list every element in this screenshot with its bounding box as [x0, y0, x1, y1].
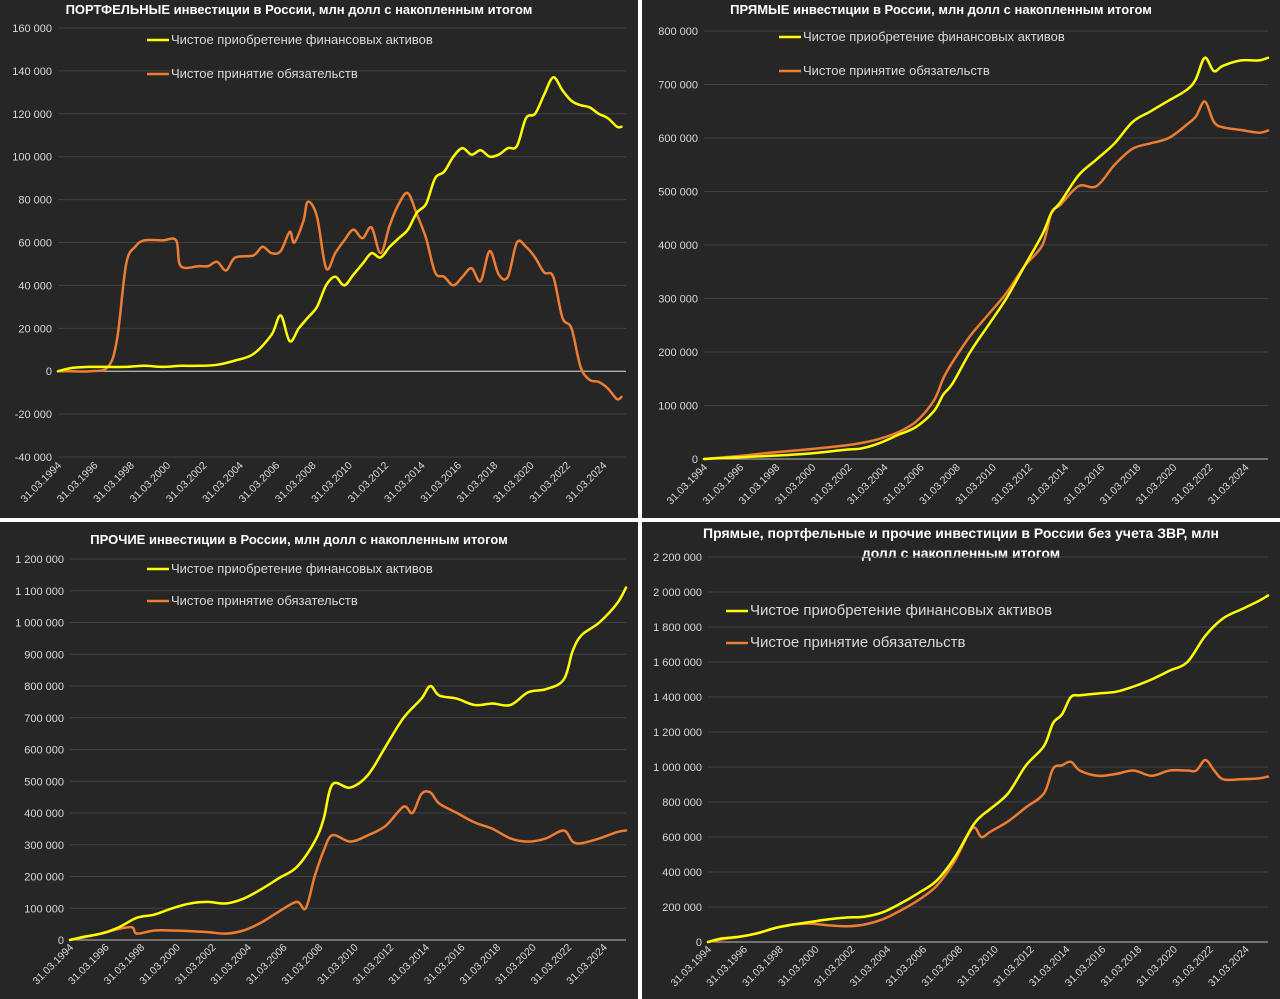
y-tick-label: 1 600 000 — [653, 657, 702, 669]
y-tick-label: 140 000 — [12, 66, 52, 78]
y-tick-label: 800 000 — [24, 681, 64, 693]
legend-label: Чистое принятие обязательств — [750, 634, 966, 651]
y-tick-label: 0 — [692, 454, 698, 466]
legend-label: Чистое принятие обязательств — [803, 63, 990, 78]
series-line-assets — [702, 56, 1270, 461]
y-tick-label: 600 000 — [662, 832, 702, 844]
y-tick-label: 1 000 000 — [653, 762, 702, 774]
y-tick-label: 40 000 — [18, 280, 52, 292]
chart-total: Прямые, портфельные и прочие инвестиции … — [642, 522, 1280, 999]
chart-title: ПОРТФЕЛЬНЫЕ инвестиции в России, млн дол… — [65, 2, 533, 17]
y-tick-label: 600 000 — [658, 133, 698, 145]
y-tick-label: 1 100 000 — [15, 586, 64, 598]
y-tick-label: 600 000 — [24, 745, 64, 757]
y-tick-label: 0 — [58, 935, 64, 947]
series-line-assets — [68, 586, 628, 942]
y-tick-label: 700 000 — [24, 713, 64, 725]
series-line-liabilities — [702, 100, 1270, 461]
chart-plot: -40 000 -20 000 0 20 000 40 000 60 000 80 000 1… — [12, 23, 626, 505]
y-tick-label: 1 200 000 — [653, 727, 702, 739]
legend-label: Чистое приобретение финансовых активов — [171, 32, 433, 47]
chart-plot: 0 100 000 200 000 300 000 400 000 500 000 600 … — [658, 26, 1270, 507]
legend-label: Чистое приобретение финансовых активов — [803, 29, 1065, 44]
chart-title: ПРЯМЫЕ инвестиции в России, млн долл с н… — [730, 2, 1152, 17]
series-line-liabilities — [706, 758, 1270, 944]
chart-portfolio: ПОРТФЕЛЬНЫЕ инвестиции в России, млн дол… — [0, 0, 638, 518]
y-tick-label: 1 400 000 — [653, 692, 702, 704]
y-tick-label: 100 000 — [12, 152, 52, 164]
y-tick-label: 2 200 000 — [653, 552, 702, 564]
legend-label: Чистое приобретение финансовых активов — [750, 602, 1052, 619]
y-tick-label: 2 000 000 — [653, 587, 702, 599]
y-tick-label: 120 000 — [12, 109, 52, 121]
chart-title: ПРОЧИЕ инвестиции в России, млн долл с н… — [90, 532, 508, 547]
y-tick-label: 800 000 — [662, 797, 702, 809]
y-tick-label: 900 000 — [24, 649, 64, 661]
y-tick-label: 700 000 — [658, 80, 698, 92]
y-tick-label: 0 — [46, 366, 52, 378]
series-line-liabilities — [68, 790, 628, 942]
y-tick-label: 500 000 — [24, 776, 64, 788]
chart-plot: 0 100 000 200 000 300 000 400 000 500 000 600 … — [15, 554, 628, 987]
y-tick-label: 60 000 — [18, 238, 52, 250]
y-tick-label: 80 000 — [18, 195, 52, 207]
y-tick-label: 300 000 — [658, 294, 698, 306]
y-tick-label: 300 000 — [24, 840, 64, 852]
y-tick-label: 20 000 — [18, 323, 52, 335]
y-tick-label: 200 000 — [662, 902, 702, 914]
y-tick-label: -20 000 — [15, 409, 52, 421]
series-line-liabilities — [56, 191, 623, 401]
chart-other: ПРОЧИЕ инвестиции в России, млн долл с н… — [0, 522, 638, 999]
legend-label: Чистое приобретение финансовых активов — [171, 561, 433, 576]
series-line-assets — [706, 594, 1270, 944]
legend-label: Чистое принятие обязательств — [171, 66, 358, 81]
chart-direct: ПРЯМЫЕ инвестиции в России, млн долл с н… — [642, 0, 1280, 518]
y-tick-label: -40 000 — [15, 452, 52, 464]
y-tick-label: 0 — [696, 937, 702, 949]
y-tick-label: 160 000 — [12, 23, 52, 35]
y-tick-label: 800 000 — [658, 26, 698, 38]
y-tick-label: 1 200 000 — [15, 554, 64, 566]
y-tick-label: 400 000 — [24, 808, 64, 820]
y-tick-label: 500 000 — [658, 187, 698, 199]
y-tick-label: 400 000 — [658, 240, 698, 252]
y-tick-label: 100 000 — [658, 401, 698, 413]
legend-label: Чистое принятие обязательств — [171, 593, 358, 608]
y-tick-label: 100 000 — [24, 903, 64, 915]
series-line-assets — [56, 76, 623, 373]
y-tick-label: 1 000 000 — [15, 618, 64, 630]
y-tick-label: 400 000 — [662, 867, 702, 879]
y-tick-label: 200 000 — [24, 872, 64, 884]
y-tick-label: 200 000 — [658, 347, 698, 359]
chart-plot: 0 200 000 400 000 600 000 800 000 1 000 000 1 … — [653, 552, 1270, 989]
y-tick-label: 1 800 000 — [653, 622, 702, 634]
